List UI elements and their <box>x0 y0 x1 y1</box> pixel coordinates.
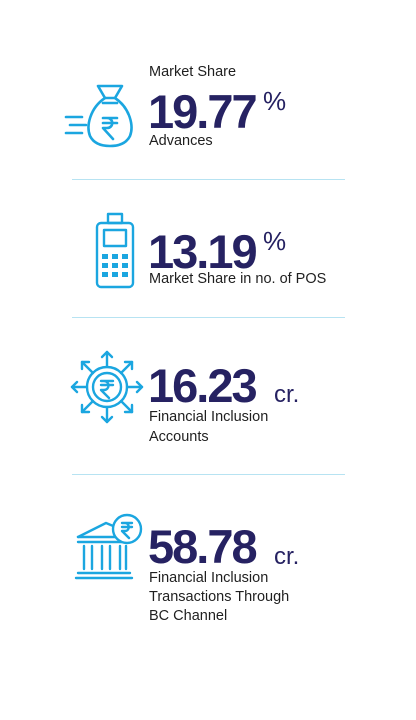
stat-value: 58.78 <box>148 520 258 573</box>
stat-label-line-2: Accounts <box>149 429 209 445</box>
stat-unit: % <box>263 86 287 116</box>
stat-label-line-2: Transactions Through <box>149 589 290 605</box>
money-bag-rupee-icon <box>62 80 140 150</box>
stat-advances-market-share: Market Share 19.77 % Advances <box>0 0 416 180</box>
stat-label-line-1: Financial Inclusion <box>149 409 269 425</box>
pos-terminal-icon <box>94 212 136 290</box>
divider <box>72 317 345 318</box>
stat-label-line-3: BC Channel <box>149 608 228 624</box>
stat-label: Advances <box>149 133 213 149</box>
stat-financial-inclusion-transactions: 58.78 cr. Financial Inclusion Transactio… <box>0 475 416 720</box>
stat-unit: % <box>263 226 287 256</box>
stat-label: Market Share in no. of POS <box>149 271 327 287</box>
rupee-coin-arrows-icon <box>68 348 146 426</box>
stat-unit: cr. <box>274 543 300 570</box>
stat-value: 19.77 <box>148 85 258 138</box>
stat-pos-market-share: 13.19 % Market Share in no. of POS <box>0 180 416 318</box>
bank-rupee-icon <box>74 513 146 583</box>
stat-financial-inclusion-accounts: 16.23 cr. Financial Inclusion Accounts <box>0 318 416 474</box>
divider <box>72 474 345 475</box>
stat-value: 16.23 <box>148 359 258 412</box>
stat-value: 13.19 <box>148 225 258 278</box>
stat-label-top: Market Share <box>149 64 237 80</box>
stat-label-line-1: Financial Inclusion <box>149 570 269 586</box>
divider <box>72 179 345 180</box>
stat-unit: cr. <box>274 381 300 408</box>
